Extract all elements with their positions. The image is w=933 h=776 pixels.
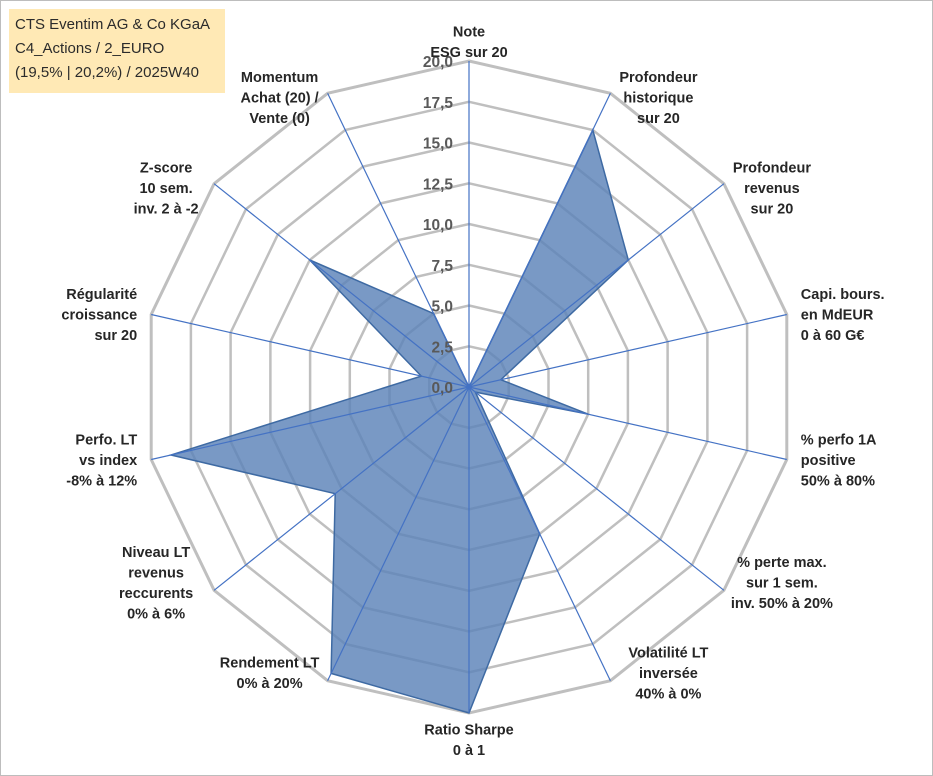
axis-label-4-line-1: positive xyxy=(801,453,856,469)
axis-label-6-line-2: 40% à 0% xyxy=(635,687,701,703)
axis-label-12-line-2: inv. 2 à -2 xyxy=(134,202,199,218)
axis-label-5-line-0: % perte max. xyxy=(737,555,826,571)
tick-label-2: 5,0 xyxy=(431,299,453,316)
axis-label-3-line-1: en MdEUR xyxy=(801,308,874,324)
tick-label-3: 7,5 xyxy=(431,258,453,275)
axis-label-6-line-0: Volatilité LT xyxy=(628,646,708,662)
axis-spoke-3 xyxy=(468,313,787,388)
axis-label-10-line-1: vs index xyxy=(79,453,137,469)
tick-label-4: 10,0 xyxy=(423,217,453,234)
axis-label-5-line-2: inv. 50% à 20% xyxy=(731,596,833,612)
axis-label-2-line-1: revenus xyxy=(744,181,800,197)
axis-spoke-2 xyxy=(468,183,725,388)
tick-label-1: 2,5 xyxy=(431,339,453,356)
axis-label-3-line-2: 0 à 60 G€ xyxy=(801,328,865,344)
axis-label-9-line-3: 0% à 6% xyxy=(127,606,185,622)
axis-label-13-line-2: Vente (0) xyxy=(249,111,310,127)
axis-label-10-line-0: Perfo. LT xyxy=(75,432,137,448)
tick-label-7: 17,5 xyxy=(423,95,454,112)
axis-label-13-line-1: Achat (20) / xyxy=(241,91,319,107)
axis-label-10-line-2: -8% à 12% xyxy=(66,473,137,489)
title-line-company: CTS Eventim AG & Co KGaA xyxy=(15,16,211,33)
axis-label-11-line-1: croissance xyxy=(61,308,137,324)
axis-label-4-line-2: 50% à 80% xyxy=(801,473,875,489)
axis-label-0-line-1: ESG sur 20 xyxy=(430,45,507,61)
axis-label-2-line-0: Profondeur xyxy=(733,161,811,177)
axis-spoke-13 xyxy=(327,93,470,388)
tick-label-8: 20,0 xyxy=(423,54,453,71)
axis-label-1-line-0: Profondeur xyxy=(619,70,697,86)
title-line-stats: (19,5% | 20,2%) / 2025W40 xyxy=(15,64,199,81)
tick-label-6: 15,0 xyxy=(423,136,453,153)
axis-label-12-line-1: 10 sem. xyxy=(139,181,192,197)
axis-spoke-10 xyxy=(151,386,470,461)
chart-title-box: CTS Eventim AG & Co KGaA C4_Actions / 2_… xyxy=(9,9,225,93)
title-line-category: C4_Actions / 2_EURO xyxy=(15,40,165,57)
axis-label-2-line-2: sur 20 xyxy=(751,202,794,218)
axis-label-11-line-0: Régularité xyxy=(66,287,137,303)
axis-label-4-line-0: % perfo 1A xyxy=(801,432,877,448)
tick-label-0: 0,0 xyxy=(431,380,453,397)
axis-spoke-1 xyxy=(468,93,611,388)
axis-label-12-line-0: Z-score xyxy=(140,161,192,177)
axis-spoke-5 xyxy=(468,386,725,591)
axis-label-3-line-0: Capi. bours. xyxy=(801,287,885,303)
axis-label-8-line-0: Rendement LT xyxy=(220,656,320,672)
axis-spoke-4 xyxy=(468,386,787,461)
axis-label-9-line-2: reccurents xyxy=(119,586,193,602)
axis-spoke-12 xyxy=(213,183,470,388)
axis-label-7-line-1: 0 à 1 xyxy=(453,743,485,759)
axis-label-9-line-0: Niveau LT xyxy=(122,545,190,561)
axis-label-6-line-1: inversée xyxy=(639,666,698,682)
axis-label-11-line-2: sur 20 xyxy=(94,328,137,344)
axis-label-13-line-0: Momentum xyxy=(241,70,318,86)
axis-label-1-line-1: historique xyxy=(623,91,693,107)
axis-label-9-line-1: revenus xyxy=(128,565,184,581)
axis-label-5-line-1: sur 1 sem. xyxy=(746,576,818,592)
tick-label-5: 12,5 xyxy=(423,176,454,193)
axis-label-7-line-0: Ratio Sharpe xyxy=(424,723,513,739)
axis-label-1-line-2: sur 20 xyxy=(637,111,680,127)
axis-label-0-line-0: Note xyxy=(453,25,485,41)
axis-label-8-line-1: 0% à 20% xyxy=(237,676,303,692)
axis-spoke-11 xyxy=(151,313,470,388)
axis-spoke-8 xyxy=(327,386,470,681)
data-series-polygon xyxy=(168,127,630,714)
axis-spoke-9 xyxy=(213,386,470,591)
